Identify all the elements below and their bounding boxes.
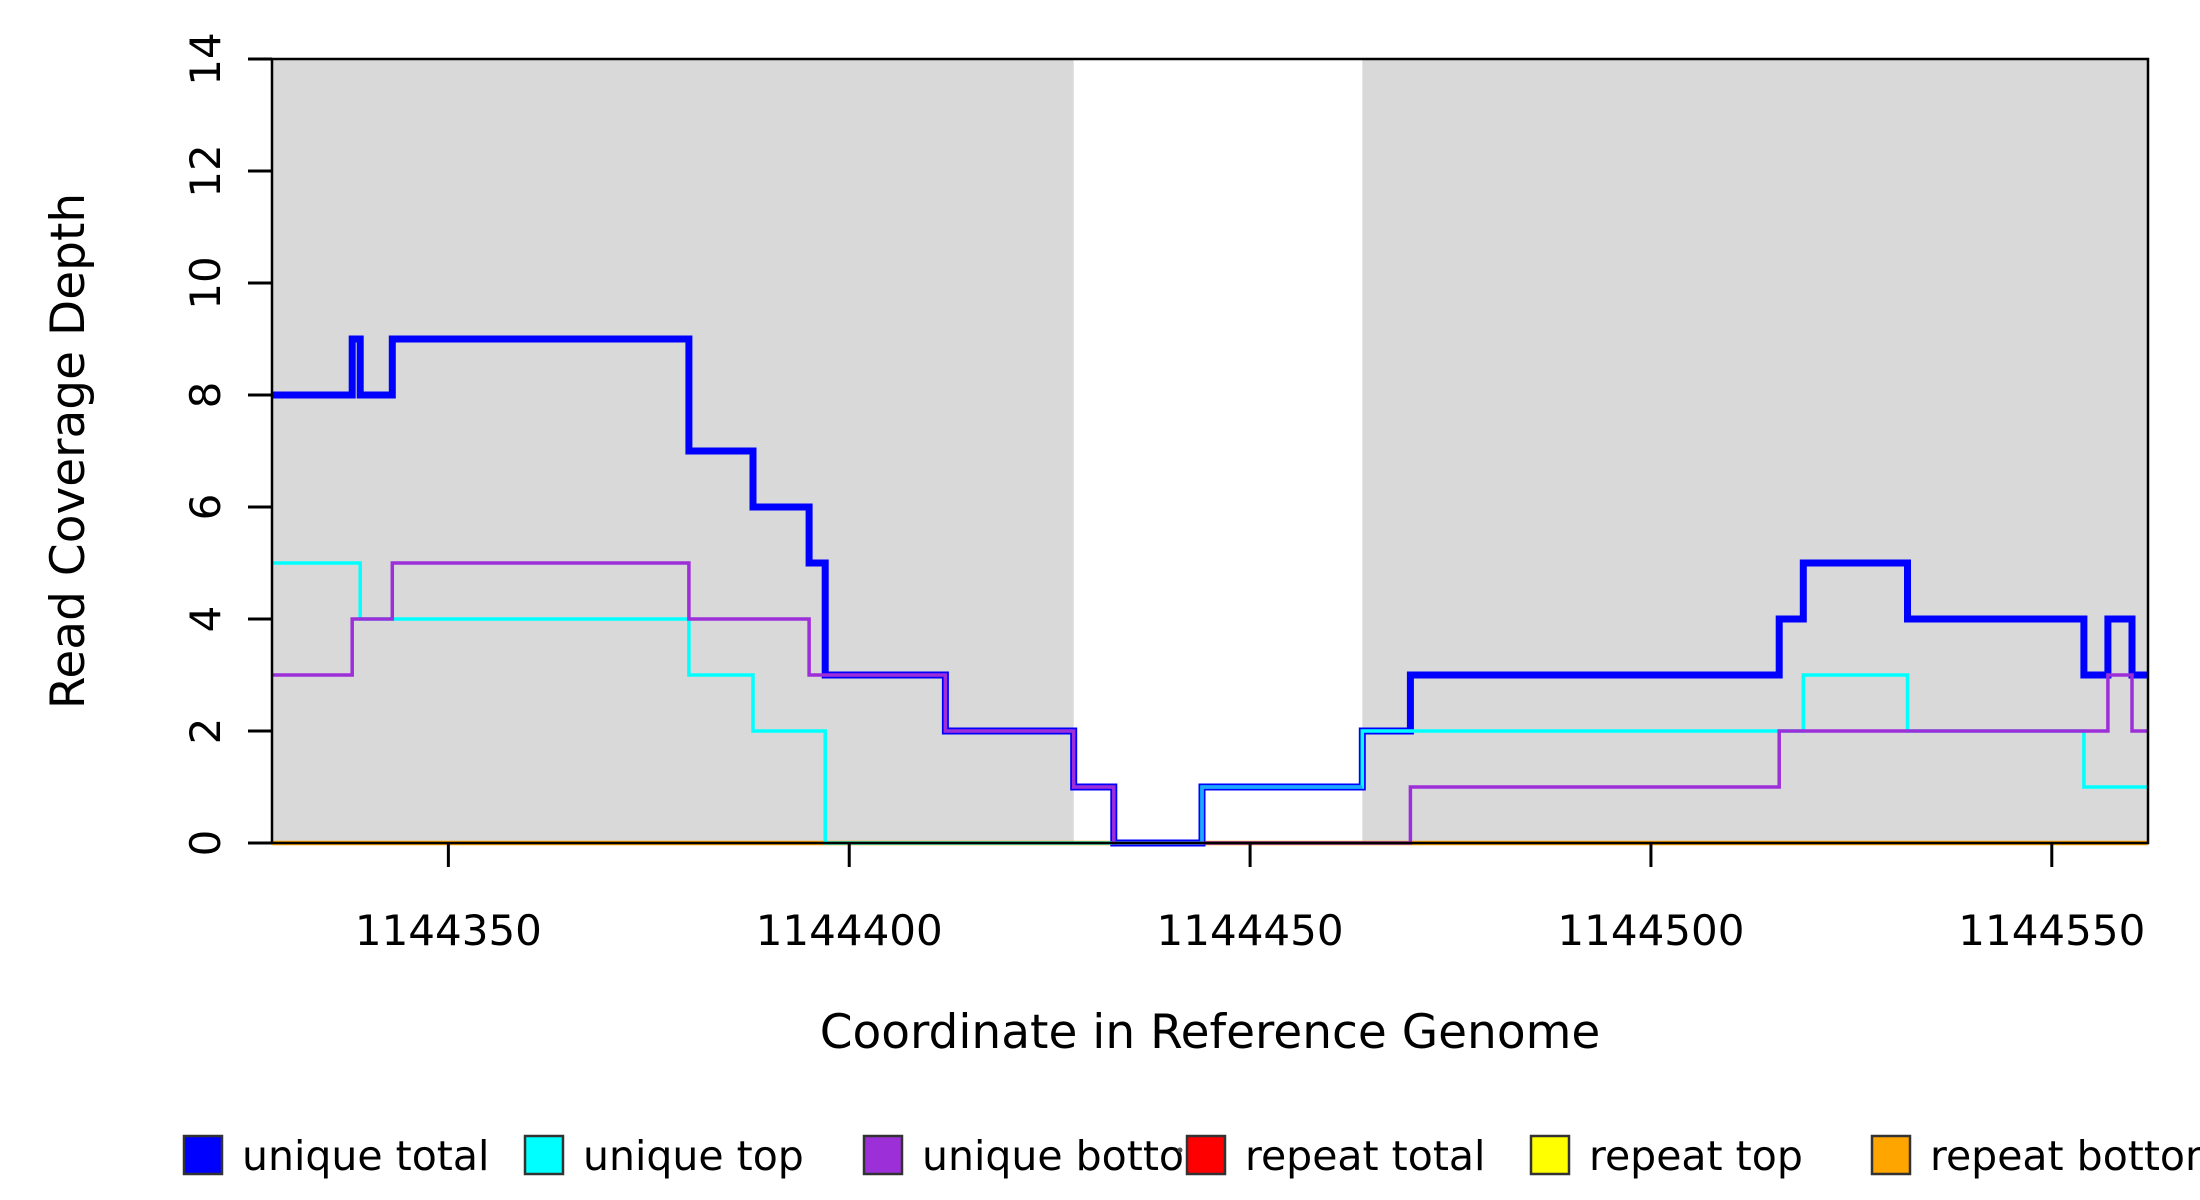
- legend-item-unique-top: unique top: [523, 1132, 804, 1180]
- y-tick-label-6: 6: [181, 494, 230, 521]
- legend-item-unique-bottom: unique bottom: [862, 1132, 1224, 1180]
- legend-swatch-unique-total: [182, 1134, 224, 1176]
- legend-item-unique-total: unique total: [182, 1132, 489, 1180]
- x-axis: 1144350 1144400 1144450 1144500 1144550: [355, 843, 2145, 955]
- legend-swatch-unique-bottom: [862, 1134, 904, 1176]
- x-tick-label-1144550: 1144550: [1958, 906, 2145, 955]
- legend-swatch-repeat-top: [1529, 1134, 1571, 1176]
- gray-region-left: [272, 59, 1074, 843]
- y-tick-label-4: 4: [181, 606, 230, 633]
- stray-dot-artifact: [1177, 1147, 1183, 1153]
- y-tick-label-2: 2: [181, 718, 230, 745]
- legend-item-repeat-total: repeat total: [1185, 1132, 1485, 1180]
- legend-swatch-repeat-total: [1185, 1134, 1227, 1176]
- legend-swatch-unique-top: [523, 1134, 565, 1176]
- x-tick-label-1144350: 1144350: [355, 906, 542, 955]
- y-axis-title: Read Coverage Depth: [41, 193, 96, 709]
- legend-item-label: unique top: [583, 1132, 804, 1180]
- legend-item-repeat-top: repeat top: [1529, 1132, 1803, 1180]
- y-axis: 0 2 4 6 8 10 12 14: [181, 32, 272, 856]
- y-tick-label-8: 8: [181, 382, 230, 409]
- legend-item-label: unique bottom: [922, 1132, 1224, 1180]
- plot-border: [270, 57, 2150, 845]
- series-line-unique-bottom: [272, 561, 2148, 845]
- plot-border-box: [270, 57, 2150, 845]
- legend-swatch-repeat-bottom: [1870, 1134, 1912, 1176]
- x-tick-label-1144500: 1144500: [1557, 906, 1744, 955]
- x-axis-title: Coordinate in Reference Genome: [820, 1005, 1601, 1060]
- y-tick-label-12: 12: [181, 144, 230, 197]
- y-tick-label-10: 10: [181, 256, 230, 309]
- x-tick-label-1144450: 1144450: [1157, 906, 1344, 955]
- legend-item-label: repeat top: [1589, 1132, 1803, 1180]
- legend-item-label: repeat total: [1245, 1132, 1485, 1180]
- legend-item-label: repeat bottom: [1930, 1132, 2200, 1180]
- gray-region-right: [1362, 59, 2148, 843]
- legend-item-label: unique total: [242, 1132, 489, 1180]
- y-tick-label-0: 0: [181, 830, 230, 857]
- gap-highlight-line: [1113, 785, 1363, 845]
- x-tick-label-1144400: 1144400: [756, 906, 943, 955]
- y-tick-label-14: 14: [181, 32, 230, 85]
- legend-item-repeat-bottom: repeat bottom: [1870, 1132, 2200, 1180]
- shaded-regions: [272, 59, 2148, 843]
- legend: unique total unique top unique bottom repea…: [182, 1132, 2200, 1180]
